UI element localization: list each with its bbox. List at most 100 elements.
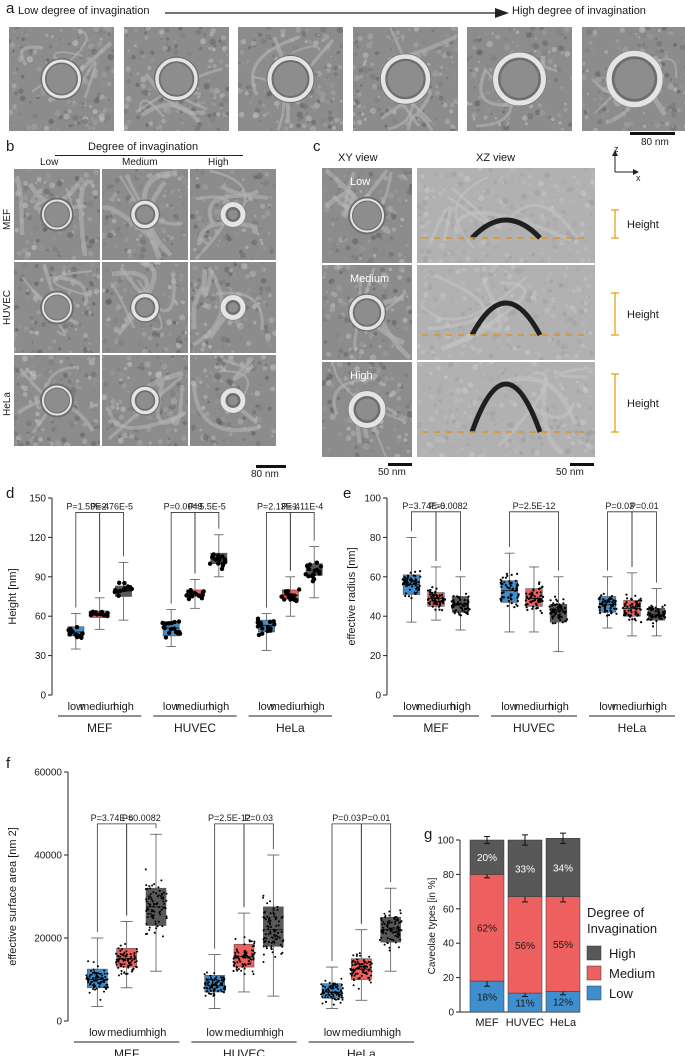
data-point xyxy=(526,596,529,600)
panel-a-scale-line xyxy=(630,132,675,135)
data-point xyxy=(340,983,343,986)
data-point xyxy=(388,949,391,952)
panel-c-scale-left-label: 50 nm xyxy=(378,467,406,478)
comparison-bracket xyxy=(214,823,245,949)
data-point xyxy=(280,930,283,933)
comparison-bracket xyxy=(411,511,437,561)
data-point xyxy=(358,952,361,955)
data-point xyxy=(646,613,649,616)
data-point xyxy=(396,935,399,938)
data-point xyxy=(503,581,506,584)
data-point xyxy=(598,605,601,608)
data-point xyxy=(165,917,168,920)
data-point xyxy=(212,990,215,993)
data-point xyxy=(433,601,436,604)
data-point xyxy=(388,921,391,924)
data-point xyxy=(215,978,218,981)
data-point xyxy=(272,912,275,914)
data-point xyxy=(428,593,432,596)
data-point xyxy=(149,903,152,906)
data-point xyxy=(525,592,528,595)
data-point xyxy=(397,930,400,933)
data-point xyxy=(453,612,456,615)
group-label: HUVEC xyxy=(223,1047,265,1056)
y-tick-label: 20 xyxy=(370,651,382,662)
data-point xyxy=(252,973,255,976)
data-point xyxy=(159,895,162,897)
segment-label: 12% xyxy=(553,998,573,1009)
data-point xyxy=(409,571,412,574)
data-point xyxy=(207,984,210,987)
data-point xyxy=(357,987,360,990)
data-point xyxy=(161,925,164,928)
data-point xyxy=(340,977,343,980)
data-point xyxy=(91,977,94,980)
data-point xyxy=(551,615,554,618)
data-point xyxy=(243,949,246,952)
data-point xyxy=(457,611,460,614)
data-point xyxy=(527,597,530,600)
data-point xyxy=(501,596,504,599)
data-point xyxy=(566,618,569,621)
data-point xyxy=(556,600,559,603)
data-point xyxy=(453,610,456,613)
data-point xyxy=(265,628,270,634)
data-point xyxy=(442,600,445,603)
data-point xyxy=(360,974,363,977)
data-point xyxy=(427,597,430,600)
data-point xyxy=(267,619,273,625)
data-point xyxy=(324,986,327,989)
data-point xyxy=(272,909,275,912)
data-point xyxy=(516,599,519,603)
panel-b-col-medium: Medium xyxy=(122,157,158,168)
data-point xyxy=(221,983,224,986)
y-tick-label: 30 xyxy=(35,651,47,662)
data-point xyxy=(215,555,221,561)
data-point xyxy=(341,987,344,990)
data-point xyxy=(663,610,667,613)
data-point xyxy=(531,599,534,602)
data-point xyxy=(160,879,163,882)
p-value-label: P=0.03 xyxy=(244,813,273,823)
data-point xyxy=(104,975,107,978)
data-point xyxy=(506,586,509,589)
data-point xyxy=(264,940,267,943)
data-point xyxy=(460,607,463,610)
data-point xyxy=(435,597,438,600)
panel-c-height-bracket-2: Height xyxy=(611,292,659,336)
data-point xyxy=(540,611,543,615)
panel-c-xy-image-3 xyxy=(322,362,412,457)
data-point xyxy=(148,926,151,929)
data-point xyxy=(501,576,504,579)
data-point xyxy=(270,926,273,928)
data-point xyxy=(101,977,104,980)
data-point xyxy=(147,897,150,900)
data-point xyxy=(273,941,276,944)
y-tick-label: 40000 xyxy=(34,851,62,862)
data-point xyxy=(552,602,555,605)
data-point xyxy=(322,992,325,995)
data-point xyxy=(129,957,132,960)
data-point xyxy=(662,614,665,617)
data-point xyxy=(560,616,563,619)
data-point xyxy=(386,941,389,944)
data-point xyxy=(397,934,400,937)
category-label: low xyxy=(501,701,518,713)
data-point xyxy=(216,986,219,988)
data-point xyxy=(533,595,536,598)
data-point xyxy=(147,902,150,905)
data-point xyxy=(174,629,179,635)
data-point xyxy=(332,1003,335,1006)
data-point xyxy=(267,933,270,936)
group-label: HeLa xyxy=(276,721,305,735)
data-point xyxy=(208,987,211,990)
data-point xyxy=(663,612,666,615)
panel-d-letter: d xyxy=(6,485,15,502)
data-point xyxy=(352,959,355,962)
data-point xyxy=(386,928,389,931)
panel-c-xz-image-1 xyxy=(417,168,595,263)
data-point xyxy=(382,930,385,933)
category-label: medium xyxy=(342,1027,381,1039)
data-point xyxy=(115,952,117,955)
data-point xyxy=(262,961,265,963)
